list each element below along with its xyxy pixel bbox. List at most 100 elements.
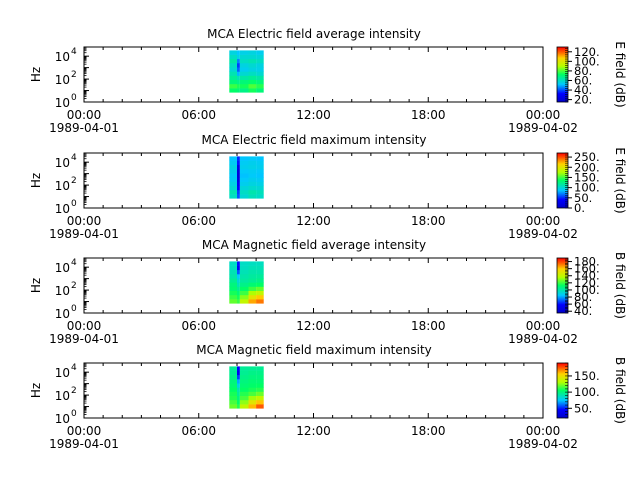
heatmap-cell: [239, 67, 249, 72]
colorbar-tick-label: 0.: [574, 201, 585, 215]
colorbar-tick-label: 50.: [574, 401, 592, 415]
heatmap-cell: [256, 274, 264, 279]
heatmap-cell: [248, 370, 257, 376]
heatmap-cell: [239, 404, 249, 409]
y-tick-label: 10: [55, 389, 70, 403]
heatmap-cell: [237, 370, 240, 376]
heatmap-cell: [256, 54, 264, 60]
heatmap-cell: [239, 71, 249, 76]
heatmap-cell: [256, 290, 264, 296]
colorbar-tick-label: 180.: [574, 255, 600, 269]
y-tick-label: 10: [55, 73, 70, 87]
heatmap-cell: [239, 370, 249, 376]
heatmap-cell: [256, 160, 264, 166]
heatmap-cell: [256, 169, 264, 174]
heatmap-cell: [248, 274, 257, 279]
heatmap-cell: [229, 261, 237, 266]
plot-frame: [83, 46, 544, 103]
colorbar-tick-label: 100.: [574, 283, 600, 297]
heatmap-cell: [229, 189, 237, 195]
heatmap-cell: [229, 290, 237, 296]
heatmap-cell: [237, 58, 240, 64]
heatmap-cell: [239, 194, 249, 199]
plot-frame: [83, 152, 544, 209]
y-axis-label: Hz: [29, 67, 43, 82]
heatmap-cell: [248, 169, 257, 174]
heatmap-cell: [237, 366, 240, 371]
heatmap-cell: [239, 282, 249, 287]
heatmap-cell: [248, 54, 257, 60]
heatmap-cell: [256, 58, 264, 64]
y-tick-exponent: 4: [71, 363, 77, 373]
heatmap-cell: [237, 173, 240, 178]
heatmap-cell: [256, 383, 264, 388]
heatmap-cell: [229, 383, 237, 388]
heatmap-cell: [229, 58, 237, 64]
x-date-start: 1989-04-01: [49, 121, 119, 135]
heatmap-cell: [248, 194, 257, 199]
x-date-end: 1989-04-02: [508, 437, 578, 451]
heatmap-cell: [248, 387, 257, 392]
colorbar-tick-label: 80.: [574, 64, 592, 78]
x-tick-label: 12:00: [296, 214, 331, 228]
heatmap-cell: [248, 395, 257, 401]
heatmap-cell: [256, 395, 264, 401]
x-tick-label: 06:00: [181, 214, 216, 228]
heatmap-cell: [248, 399, 257, 405]
heatmap-cell: [229, 269, 237, 275]
heatmap-cell: [229, 185, 237, 191]
heatmap-cell: [229, 374, 237, 380]
heatmap-cell: [229, 83, 237, 89]
heatmap-cell: [239, 395, 249, 401]
heatmap-cell: [229, 169, 237, 174]
colorbar-tick-label: 60.: [574, 73, 592, 87]
heatmap-cell: [256, 63, 264, 68]
heatmap-cell: [239, 379, 249, 384]
heatmap-cell: [256, 399, 264, 405]
heatmap-cell: [248, 286, 257, 291]
colorbar: [556, 152, 569, 209]
heatmap-cell: [229, 67, 237, 72]
heatmap-cell: [229, 387, 237, 392]
heatmap-cell: [256, 164, 264, 170]
x-tick-label: 18:00: [411, 319, 446, 333]
y-axis-label: Hz: [29, 173, 43, 188]
colorbar-tick-label: 160.: [574, 262, 600, 276]
x-date-start: 1989-04-01: [49, 332, 119, 346]
heatmap-cell: [239, 185, 249, 191]
y-tick-exponent: 4: [71, 153, 77, 163]
heatmap-cell: [229, 50, 237, 55]
colorbar-tick-label: 200.: [574, 160, 600, 174]
heatmap-cell: [229, 391, 237, 396]
y-tick-label: 10: [55, 307, 70, 321]
colorbar-tick-label: 150.: [574, 369, 600, 383]
heatmap-cell: [239, 50, 249, 55]
heatmap-cell: [239, 160, 249, 166]
heatmap-cell: [229, 181, 237, 186]
heatmap-cell: [237, 282, 240, 287]
heatmap-cell: [256, 67, 264, 72]
colorbar-tick-label: 50.: [574, 191, 592, 205]
heatmap-cell: [237, 189, 240, 195]
heatmap-cell: [237, 156, 240, 161]
heatmap-cell: [237, 88, 240, 93]
y-axis-label: Hz: [29, 383, 43, 398]
panel-title: MCA Electric field maximum intensity: [201, 133, 426, 147]
x-tick-label: 12:00: [296, 424, 331, 438]
heatmap-cell: [237, 290, 240, 296]
heatmap-cell: [239, 156, 249, 161]
heatmap-cell: [256, 379, 264, 384]
heatmap-cell: [237, 169, 240, 174]
heatmap-cell: [256, 366, 264, 371]
heatmap-cell: [229, 399, 237, 405]
heatmap-cell: [248, 185, 257, 191]
x-tick-label: 12:00: [296, 319, 331, 333]
heatmap-cell: [239, 391, 249, 396]
heatmap-cell: [256, 286, 264, 291]
heatmap-cell: [237, 185, 240, 191]
heatmap-cell: [248, 75, 257, 80]
heatmap-cell: [237, 177, 240, 182]
heatmap-cell: [256, 71, 264, 76]
panels-container: MCA Electric field average intensity 00:0…: [29, 27, 627, 451]
